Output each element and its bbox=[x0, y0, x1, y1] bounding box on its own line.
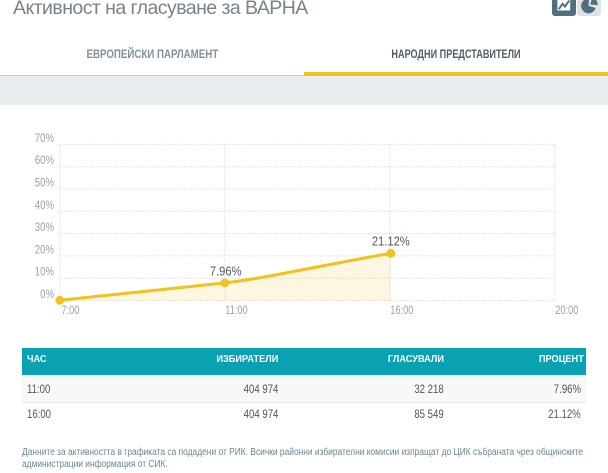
svg-text:7.96%: 7.96% bbox=[210, 264, 242, 279]
svg-text:16:00: 16:00 bbox=[390, 304, 413, 317]
svg-text:30%: 30% bbox=[35, 221, 55, 234]
svg-text:11:00: 11:00 bbox=[225, 304, 247, 317]
svg-text:10%: 10% bbox=[35, 266, 55, 279]
svg-text:7:00: 7:00 bbox=[62, 304, 80, 317]
svg-text:20%: 20% bbox=[35, 243, 55, 256]
svg-text:50%: 50% bbox=[35, 177, 55, 190]
svg-text:70%: 70% bbox=[35, 132, 55, 145]
svg-text:20:00: 20:00 bbox=[555, 304, 578, 317]
svg-text:60%: 60% bbox=[35, 154, 55, 167]
svg-text:21.12%: 21.12% bbox=[372, 234, 410, 249]
svg-text:0%: 0% bbox=[40, 288, 54, 301]
svg-text:40%: 40% bbox=[35, 199, 55, 212]
